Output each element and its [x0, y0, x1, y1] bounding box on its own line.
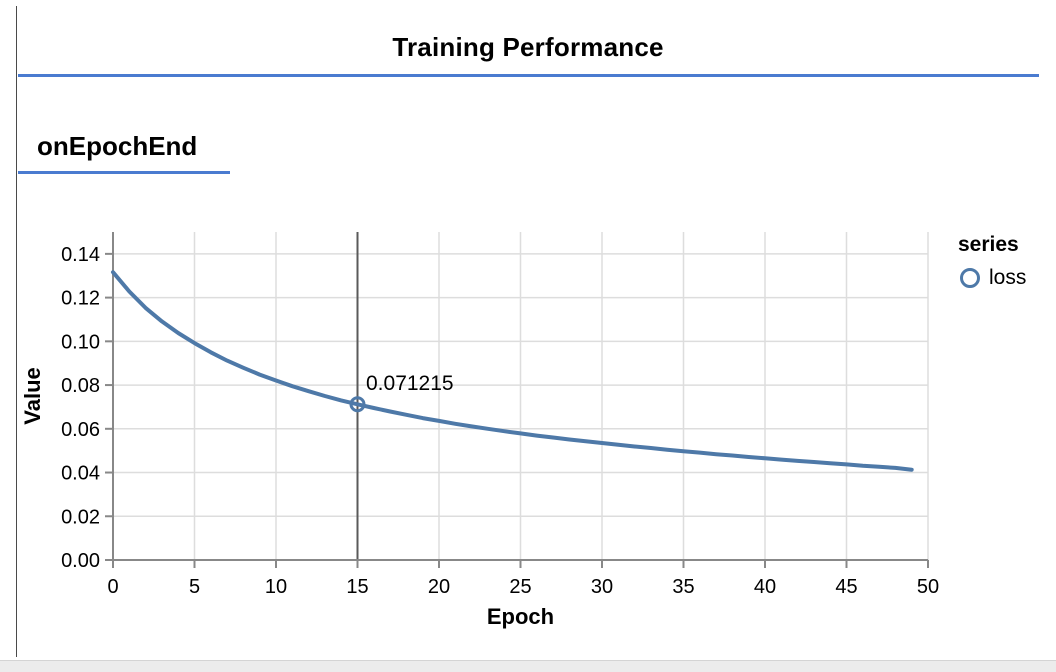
svg-text:10: 10 — [265, 576, 287, 598]
svg-text:20: 20 — [428, 576, 450, 598]
svg-text:0.12: 0.12 — [61, 288, 100, 310]
tooltip-value: 0.071215 — [366, 372, 454, 395]
svg-text:0.02: 0.02 — [61, 506, 100, 528]
svg-text:0.08: 0.08 — [61, 375, 100, 397]
svg-text:15: 15 — [346, 576, 368, 598]
svg-text:40: 40 — [754, 576, 776, 598]
horizontal-scrollbar[interactable] — [0, 660, 1056, 672]
svg-text:0: 0 — [107, 576, 118, 598]
page-title: Training Performance — [392, 32, 664, 62]
svg-text:0.00: 0.00 — [61, 550, 100, 572]
legend-item-label: loss — [989, 266, 1027, 289]
svg-text:35: 35 — [672, 576, 694, 598]
svg-text:0.14: 0.14 — [61, 244, 100, 266]
svg-text:0.10: 0.10 — [61, 331, 100, 353]
visor-left-border — [16, 6, 17, 657]
legend-circle-icon — [960, 268, 980, 288]
legend-item-loss: loss — [958, 266, 1026, 290]
svg-text:45: 45 — [835, 576, 857, 598]
y-axis-title: Value — [20, 367, 45, 425]
svg-text:25: 25 — [509, 576, 531, 598]
section-underline — [18, 171, 230, 174]
svg-text:30: 30 — [591, 576, 613, 598]
title-underline — [18, 74, 1039, 77]
svg-text:50: 50 — [917, 576, 939, 598]
x-axis-title: Epoch — [486, 604, 555, 629]
svg-text:0.06: 0.06 — [61, 419, 100, 441]
svg-text:0.04: 0.04 — [61, 463, 100, 485]
legend-title: series — [958, 233, 1019, 256]
svg-text:5: 5 — [189, 576, 200, 598]
section-title: onEpochEnd — [37, 131, 198, 161]
legend: series loss — [958, 233, 1026, 290]
